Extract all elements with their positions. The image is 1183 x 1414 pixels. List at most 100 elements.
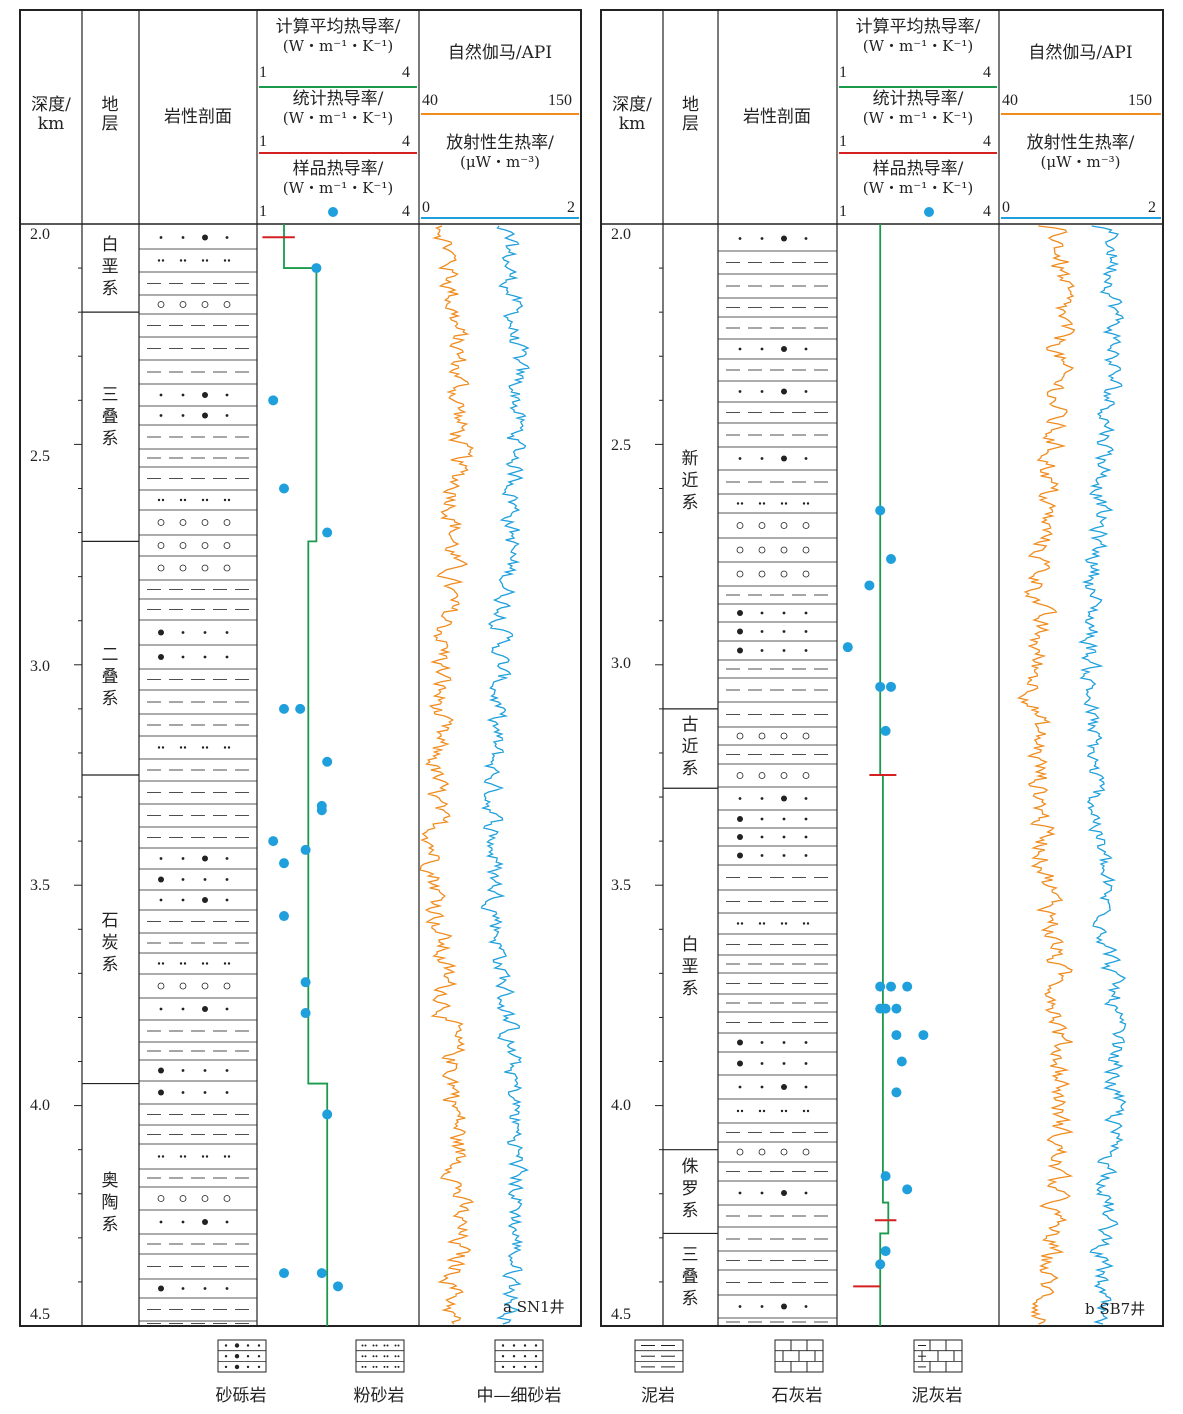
legend-dot — [397, 1344, 400, 1347]
sand-dot — [225, 414, 229, 417]
sand-dot — [225, 878, 229, 881]
fine-sandstone-icon — [494, 1339, 544, 1373]
gravel-symbol — [802, 546, 810, 554]
strata-label-b-1: 古近系 — [681, 715, 699, 779]
sand-dot — [782, 817, 786, 821]
legend-dot — [512, 1344, 516, 1347]
depth-tick-a-5: 4.5 — [30, 1306, 50, 1323]
silt-dot — [740, 1109, 744, 1113]
sample-k-point — [322, 756, 333, 767]
sample-k-point — [886, 681, 896, 692]
stat-k-title: 统计热导率/ — [872, 89, 964, 109]
silt-dot — [201, 1155, 205, 1158]
legend-dot — [512, 1365, 516, 1369]
calc-k-curve — [283, 224, 329, 1326]
sand-dot — [203, 655, 207, 659]
silt-dot — [780, 922, 784, 925]
silt-dot — [157, 962, 161, 965]
legend-dot — [372, 1365, 375, 1368]
silt-dot — [758, 502, 762, 505]
sand-dot — [225, 631, 229, 634]
sample-k-point — [875, 981, 886, 992]
sand-dot — [782, 649, 786, 652]
sample-k-point — [886, 981, 896, 992]
sand-dot — [760, 649, 764, 652]
heat-min-b: 0 — [1002, 199, 1010, 216]
sand-dot — [181, 631, 185, 634]
calc-k-unit: (W・m⁻¹・K⁻¹) — [862, 37, 974, 55]
stat-k-max-a: 4 — [402, 133, 410, 150]
silt-dot — [758, 1109, 762, 1113]
sand-dot — [737, 834, 743, 840]
well-name-a: a SN1井 — [503, 1298, 565, 1316]
legend-dot — [501, 1365, 505, 1369]
sand-dot — [804, 835, 808, 839]
silt-dot — [201, 498, 205, 502]
heat-header-b: 放射性生热率/ (μW・m⁻³) — [999, 134, 1162, 172]
sand-dot — [181, 414, 185, 417]
sample-k-point — [300, 977, 311, 988]
sand-dot — [181, 1287, 185, 1290]
heat-title: 放射性生热率/ — [1026, 133, 1135, 153]
gravel-symbol — [736, 546, 744, 554]
legend-dot — [394, 1355, 397, 1358]
sand-dot — [225, 1287, 229, 1290]
silt-dot — [157, 259, 161, 262]
depth-tick-a-1: 2.5 — [30, 448, 50, 465]
sample-k-point — [918, 1030, 929, 1041]
sample-k-title: 样品热导率/ — [872, 159, 964, 179]
gamma-header-a: 自然伽马/API — [447, 43, 553, 63]
sand-dot — [760, 347, 764, 351]
gamma-min-b: 40 — [1002, 92, 1018, 109]
strata-header-a: 地 层 — [101, 95, 119, 134]
gravel-symbol — [736, 570, 744, 578]
sand-dot — [159, 414, 163, 417]
gravel-symbol — [223, 301, 231, 308]
sample-k-point — [300, 1008, 311, 1019]
sand-dot — [782, 1041, 786, 1044]
sand-dot — [737, 816, 743, 822]
gravel-symbol — [179, 519, 187, 526]
depth-tick-a-3: 3.5 — [30, 877, 50, 894]
strata-label-a-1: 三叠系 — [101, 385, 119, 449]
legend-dot — [246, 1365, 250, 1369]
silt-dot — [223, 498, 227, 502]
silt-dot — [806, 502, 810, 505]
silt-dot — [161, 1155, 165, 1158]
sand-dot — [781, 346, 787, 352]
sample-k-point — [880, 1171, 891, 1182]
gravel-symbol — [780, 522, 788, 529]
siltstone-icon — [355, 1339, 405, 1373]
gravel-symbol — [223, 519, 231, 526]
calc-k-min-a: 1 — [259, 64, 267, 81]
gravel-symbol — [736, 1148, 744, 1156]
silt-dot — [179, 1155, 183, 1158]
legend-dot — [224, 1355, 228, 1358]
silt-dot — [157, 498, 161, 502]
silt-dot — [201, 746, 205, 749]
legend-dot — [523, 1344, 527, 1347]
gravel-symbol — [758, 732, 766, 740]
sand-dot — [225, 1220, 229, 1224]
legend-dot — [372, 1344, 375, 1347]
gravel-symbol — [223, 982, 231, 990]
sand-dot — [159, 1220, 163, 1224]
sand-dot — [737, 610, 743, 616]
calc-k-title: 计算平均热导率/ — [275, 17, 401, 37]
sand-dot — [781, 235, 787, 242]
sand-dot — [202, 897, 208, 903]
sample-k-point — [886, 554, 896, 565]
sand-dot — [804, 390, 808, 393]
sand-dot — [203, 1287, 207, 1290]
silt-dot — [205, 962, 209, 965]
legend-dot — [386, 1344, 389, 1347]
silt-dot — [179, 259, 183, 262]
strata-label-b-2: 白垩系 — [681, 935, 699, 999]
legend-dot — [375, 1355, 378, 1358]
sand-dot — [202, 234, 208, 241]
sample-k-point — [880, 1003, 891, 1014]
sample-k-point — [279, 1268, 289, 1279]
legend-dot — [523, 1355, 527, 1358]
silt-dot — [762, 1109, 766, 1113]
